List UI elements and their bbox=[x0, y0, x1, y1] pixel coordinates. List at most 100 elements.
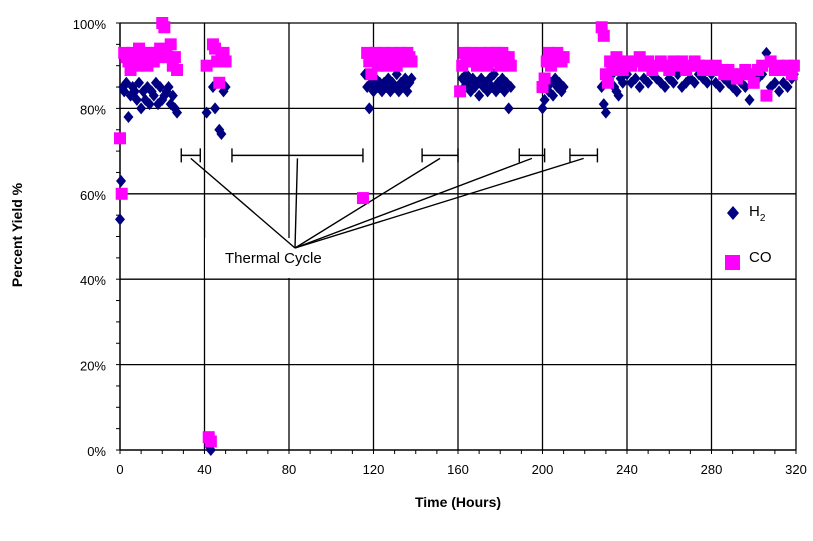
co-point bbox=[204, 435, 217, 448]
h2-point bbox=[558, 81, 569, 94]
co-point bbox=[200, 59, 213, 72]
h2-point bbox=[123, 110, 134, 123]
legend-h2-label: H2 bbox=[749, 203, 766, 224]
h2-point bbox=[216, 128, 227, 141]
h2-point bbox=[714, 81, 725, 94]
h2-point bbox=[774, 85, 785, 98]
annotation-text: Thermal Cycle bbox=[225, 250, 322, 267]
co-point bbox=[747, 76, 760, 89]
h2-point bbox=[201, 106, 212, 119]
co-point bbox=[481, 59, 494, 72]
h2-point bbox=[115, 213, 125, 226]
tick-labels: 0 40 80 120 160 200 240 280 320 0% 20% 40% 60% 80% 100… bbox=[73, 17, 807, 477]
h2-point bbox=[634, 81, 645, 94]
h2-point bbox=[600, 106, 611, 119]
x-tick-label: 200 bbox=[532, 462, 554, 477]
co-point bbox=[115, 187, 128, 200]
co-point bbox=[504, 59, 517, 72]
y-tick-label: 60% bbox=[80, 188, 106, 203]
legend-co-label: CO bbox=[749, 249, 772, 266]
legend-h2-marker bbox=[727, 206, 739, 220]
co-point bbox=[454, 85, 467, 98]
co-point bbox=[213, 76, 226, 89]
x-tick-label: 120 bbox=[363, 462, 385, 477]
co-point bbox=[158, 21, 171, 34]
co-point bbox=[597, 29, 610, 42]
annotation-box bbox=[205, 238, 362, 278]
co-point bbox=[164, 38, 177, 51]
h2-point bbox=[643, 76, 654, 89]
co-point bbox=[760, 89, 773, 102]
co-point bbox=[141, 59, 154, 72]
h2-point bbox=[537, 102, 548, 115]
annotation-leader bbox=[190, 157, 296, 249]
h2-point bbox=[539, 93, 550, 106]
h2-point bbox=[144, 98, 155, 111]
h2-point bbox=[598, 98, 609, 111]
h2-point bbox=[167, 89, 178, 102]
annotation-leader bbox=[294, 157, 533, 249]
h2-point bbox=[148, 89, 159, 102]
annotation-leader bbox=[294, 158, 299, 249]
y-tick-label: 100% bbox=[73, 17, 107, 32]
h2-point bbox=[548, 89, 559, 102]
h2-point bbox=[782, 81, 793, 94]
h2-point bbox=[668, 76, 679, 89]
co-point bbox=[171, 63, 184, 76]
h2-point bbox=[134, 76, 145, 89]
h2-point bbox=[613, 89, 624, 102]
x-tick-label: 0 bbox=[116, 462, 123, 477]
x-tick-label: 320 bbox=[785, 462, 807, 477]
legend-h2-base: H bbox=[749, 203, 760, 220]
y-axis-title: Percent Yield % bbox=[9, 182, 25, 287]
h2-point bbox=[505, 81, 516, 94]
y-tick-label: 40% bbox=[80, 273, 106, 288]
x-tick-label: 240 bbox=[616, 462, 638, 477]
h2-point bbox=[503, 102, 514, 115]
h2-point bbox=[474, 89, 485, 102]
h2-point bbox=[769, 76, 780, 89]
h2-point bbox=[131, 93, 142, 106]
h2-point bbox=[660, 81, 671, 94]
h2-point bbox=[702, 76, 713, 89]
h2-point bbox=[744, 93, 755, 106]
legend: H2 CO bbox=[725, 203, 772, 270]
co-point bbox=[405, 55, 418, 68]
h2-point bbox=[364, 102, 375, 115]
co-point bbox=[456, 59, 469, 72]
annotation-leader bbox=[294, 157, 584, 249]
h2-point bbox=[731, 85, 742, 98]
y-tick-label: 0% bbox=[87, 444, 106, 459]
h2-point bbox=[630, 72, 641, 85]
co-point bbox=[356, 192, 369, 205]
h2-point bbox=[172, 106, 183, 119]
y-tick-label: 20% bbox=[80, 359, 106, 374]
h2-point bbox=[617, 76, 628, 89]
thermal-cycle-annotation: Thermal Cycle bbox=[180, 148, 599, 278]
h2-point bbox=[402, 85, 413, 98]
h2-point bbox=[116, 174, 127, 187]
x-tick-label: 280 bbox=[701, 462, 723, 477]
co-point bbox=[471, 59, 484, 72]
co-point bbox=[557, 51, 570, 64]
co-point bbox=[219, 55, 232, 68]
x-tick-label: 40 bbox=[197, 462, 211, 477]
x-tick-label: 80 bbox=[282, 462, 296, 477]
co-point bbox=[756, 59, 769, 72]
axes bbox=[116, 22, 797, 454]
co-point bbox=[781, 59, 794, 72]
h2-point bbox=[689, 76, 700, 89]
co-point bbox=[168, 51, 181, 64]
legend-h2-sub: 2 bbox=[760, 213, 766, 224]
x-tick-label: 160 bbox=[447, 462, 469, 477]
x-axis-title: Time (Hours) bbox=[415, 494, 501, 510]
co-point bbox=[601, 76, 614, 89]
h2-point bbox=[163, 81, 174, 94]
co-point bbox=[538, 72, 551, 85]
h2-point bbox=[136, 102, 147, 115]
legend-co-marker bbox=[725, 255, 740, 270]
co-series bbox=[114, 17, 800, 448]
h2-point bbox=[210, 102, 221, 115]
y-tick-label: 80% bbox=[80, 102, 106, 117]
